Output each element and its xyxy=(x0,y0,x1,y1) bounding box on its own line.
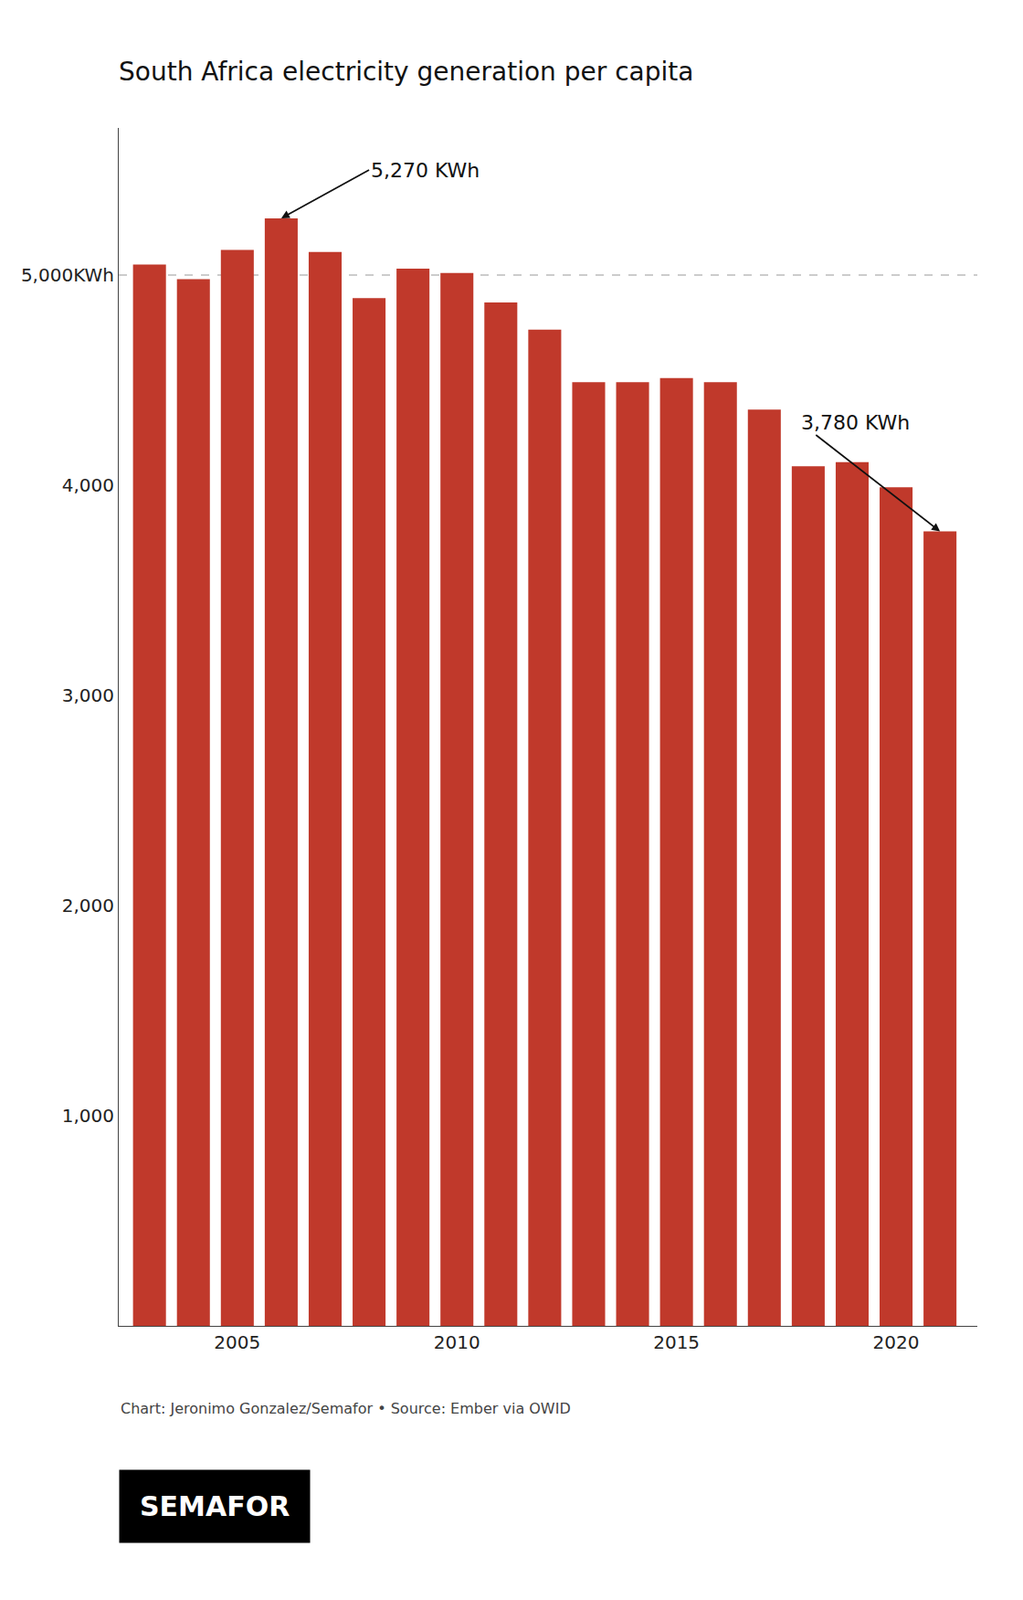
svg-text:1,000: 1,000 xyxy=(62,1104,115,1127)
svg-text:2,000: 2,000 xyxy=(62,894,115,917)
svg-text:4,000: 4,000 xyxy=(62,474,115,496)
svg-text:3,000: 3,000 xyxy=(62,684,115,707)
svg-text:5,270 KWh: 5,270 KWh xyxy=(370,158,480,182)
svg-text:SEMAFOR: SEMAFOR xyxy=(139,1489,290,1522)
svg-text:5,000KWh: 5,000KWh xyxy=(21,263,115,286)
svg-text:2005: 2005 xyxy=(213,1330,261,1353)
svg-text:2010: 2010 xyxy=(433,1330,481,1353)
svg-text:2020: 2020 xyxy=(873,1330,920,1353)
svg-text:2015: 2015 xyxy=(653,1330,700,1353)
svg-text:South Africa electricity gener: South Africa electricity generation per … xyxy=(118,56,694,87)
svg-text:3,780 KWh: 3,780 KWh xyxy=(801,411,910,434)
svg-text:Chart: Jeronimo Gonzalez/Semaf: Chart: Jeronimo Gonzalez/Semafor • Sourc… xyxy=(120,1399,571,1417)
